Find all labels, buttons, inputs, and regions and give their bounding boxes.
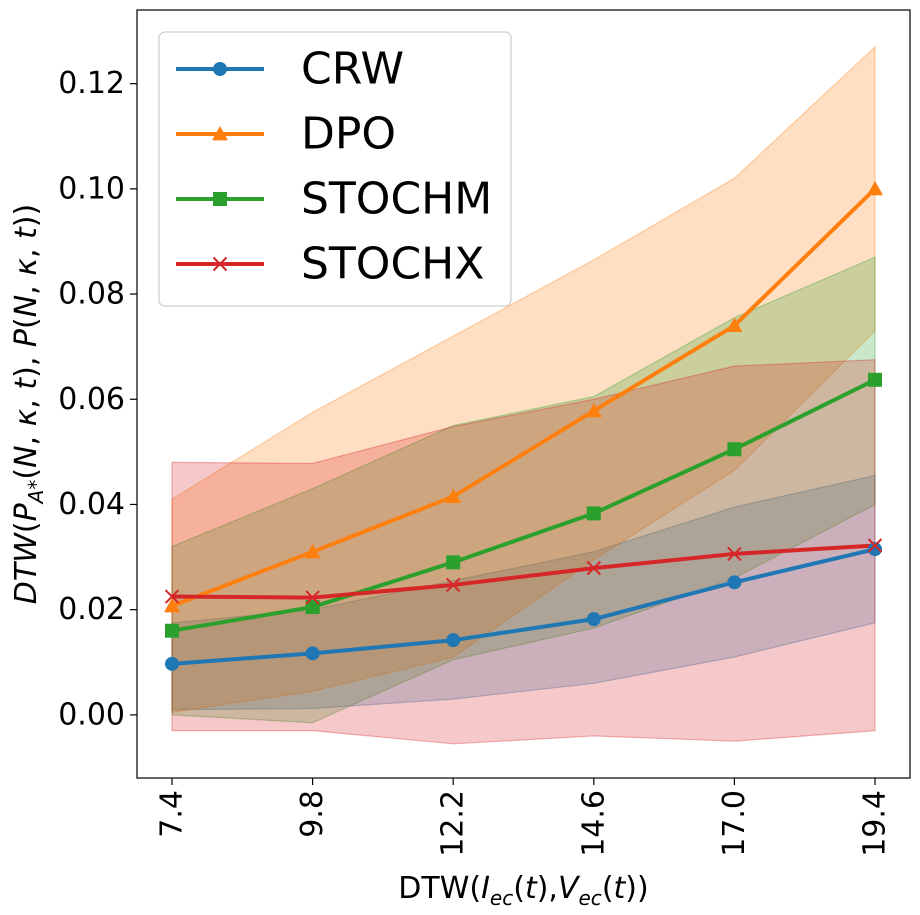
stochm-point — [305, 600, 320, 615]
stochm-line — [171, 378, 876, 633]
legend: CRW DPO STOCHM STOCHX — [158, 31, 512, 307]
y-tick-label: 0.02 — [58, 592, 125, 627]
y-tick-label: 0.04 — [58, 487, 125, 522]
stochm-point — [165, 623, 179, 638]
crw-point — [868, 542, 882, 557]
legend-marker — [213, 62, 227, 76]
stochx-point — [164, 589, 180, 604]
series-lines — [171, 187, 877, 666]
series-markers — [164, 180, 883, 671]
stochm-point — [727, 442, 742, 457]
legend-label: CRW — [301, 44, 404, 95]
dpo-point — [304, 543, 321, 559]
legend-label: STOCHM — [301, 174, 492, 225]
dpo-point — [585, 402, 602, 418]
legend-marker — [212, 126, 228, 141]
crw-point — [586, 612, 601, 627]
dpo-point — [164, 597, 180, 613]
legend-box — [158, 31, 512, 307]
y-tick-label: 0.06 — [58, 382, 125, 417]
x-tick-label: 9.8 — [295, 790, 330, 838]
stochm-point — [446, 555, 461, 570]
y-tick-label: 0.12 — [58, 66, 125, 101]
legend-item-crw: CRW — [176, 44, 404, 95]
x-tick-label: 7.4 — [155, 790, 190, 838]
crw-point — [165, 656, 179, 671]
x-axis-ticks: 7.4 9.8 12.2 14.6 17.0 19.4 — [155, 778, 893, 857]
dpo-line — [171, 187, 877, 608]
legend-label: DPO — [301, 109, 396, 160]
stochm-band — [171, 256, 876, 724]
y-axis-ticks: 0.00 0.02 0.04 0.06 0.08 0.10 0.12 — [58, 66, 137, 732]
legend-marker — [212, 256, 228, 272]
stochx-point — [727, 546, 742, 562]
crw-point — [305, 646, 320, 661]
stochm-point — [586, 506, 601, 521]
x-tick-label: 12.2 — [436, 790, 471, 857]
x-axis-label: DTW(Iec(t),Vec(t)) — [398, 871, 648, 910]
legend-item-stochm: STOCHM — [176, 174, 492, 225]
legend-item-dpo: DPO — [176, 109, 396, 160]
y-tick-label: 0.10 — [58, 171, 125, 206]
crw-point — [446, 633, 461, 648]
stochx-line — [171, 543, 876, 600]
legend-label: STOCHX — [301, 239, 484, 290]
dpo-point — [867, 180, 883, 196]
x-tick-label: 17.0 — [717, 790, 752, 857]
y-tick-label: 0.00 — [58, 697, 125, 732]
dpo-band — [171, 45, 876, 713]
legend-items: CRW DPO STOCHM STOCHX — [176, 44, 492, 290]
y-tick-label: 0.08 — [58, 277, 125, 312]
dpo-point — [726, 317, 743, 333]
legend-marker — [213, 192, 227, 206]
dpo-point — [445, 488, 462, 503]
crw-point — [727, 575, 742, 590]
stochx-point — [586, 560, 602, 576]
stochx-point — [445, 577, 461, 593]
y-axis-label: DTW(PA*(N, κ, t), P(N, κ, t)) — [9, 204, 48, 604]
legend-item-stochx: STOCHX — [176, 239, 484, 290]
stochx-point — [867, 538, 883, 553]
crw-line — [171, 547, 876, 666]
x-tick-label: 14.6 — [576, 790, 611, 857]
stochx-point — [305, 590, 320, 605]
stochm-point — [868, 372, 882, 387]
stochx-band — [171, 359, 876, 745]
x-tick-label: 19.4 — [858, 790, 893, 857]
plot-area-frame — [136, 9, 911, 779]
